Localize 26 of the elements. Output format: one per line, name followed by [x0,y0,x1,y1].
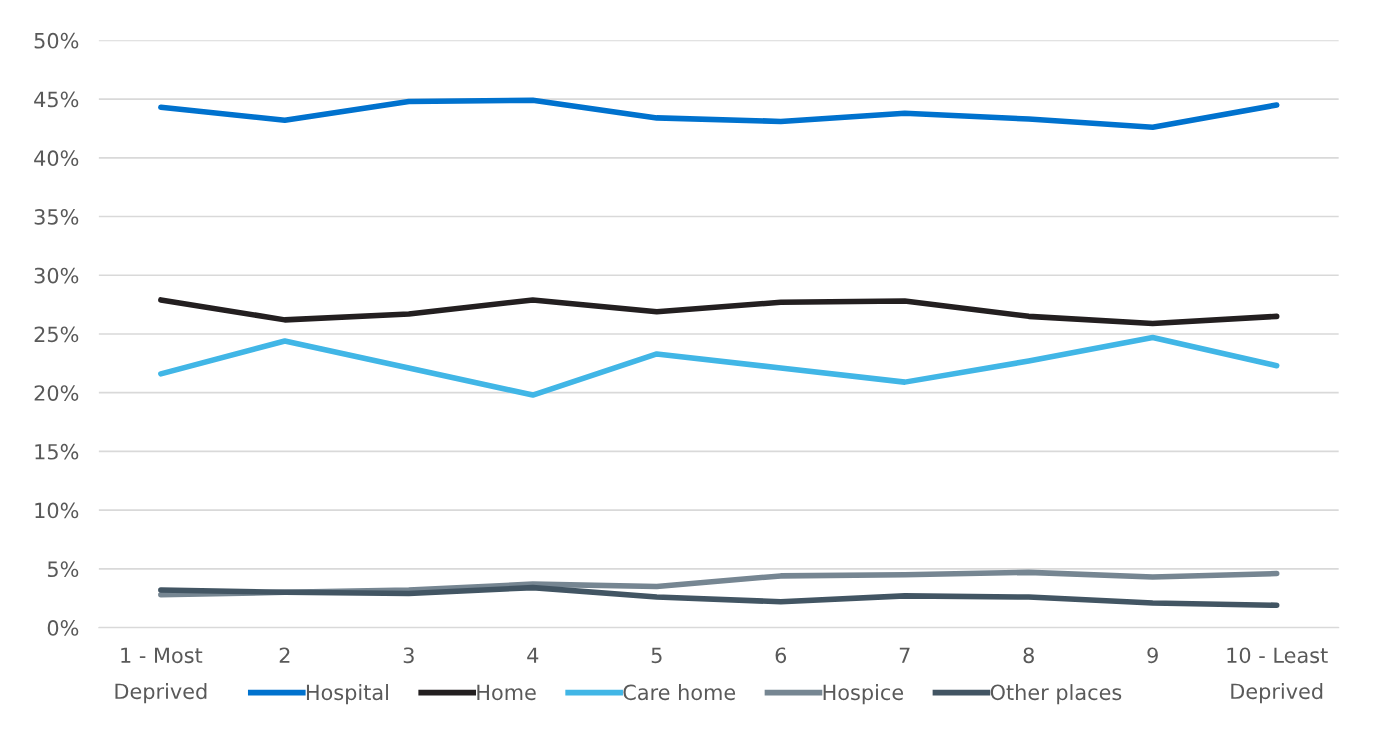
y-tick-label: 40% [34,150,79,167]
x-tick-label: 3 [403,647,414,664]
y-tick-label: 20% [34,385,79,401]
y-tick-label: 35% [34,208,79,225]
y-tick-label: 45% [34,91,79,108]
legend-label: Hospital [306,684,388,705]
x-tick-label: 6 [775,647,787,664]
legend-label: Hospice [823,684,904,705]
x-tick-label: 2 [279,647,290,663]
x-tick-label: 7 [899,647,910,663]
y-tick-label: 5% [47,561,79,578]
y-tick-label: 25% [34,326,79,343]
y-tick-label: 0% [47,620,79,636]
x-tick-label: 8 [1023,647,1034,664]
legend-label: Other places [990,684,1122,705]
y-tick-label: 30% [34,267,79,284]
legend-label: Care home [623,684,736,701]
y-tick-label: 10% [35,502,79,519]
x-tick-label: 4 [527,647,539,663]
x-tick-label: 5 [651,647,662,664]
y-tick-label: 50% [34,32,79,49]
x-tick-label: 9 [1147,647,1158,664]
x-tick-label: 10 - Least Deprived [1227,647,1328,704]
x-tick-label: 1 - Most Deprived [115,647,207,704]
y-tick-label: 15% [35,443,79,460]
legend-label: Home [477,684,536,701]
